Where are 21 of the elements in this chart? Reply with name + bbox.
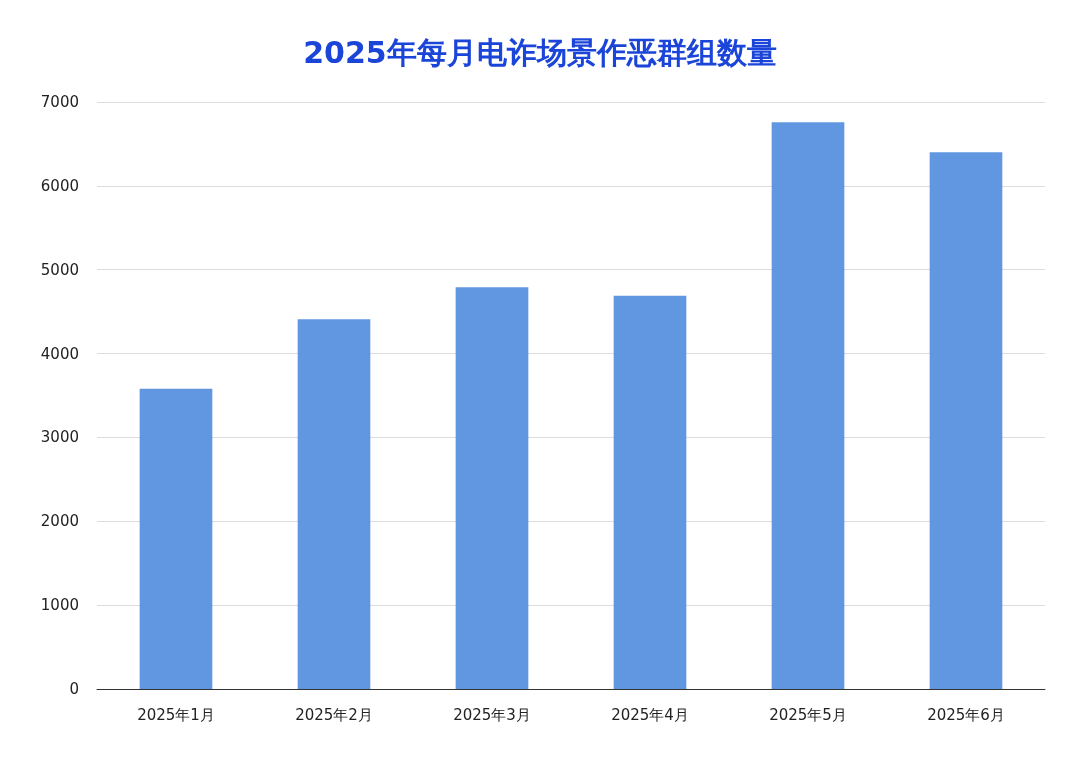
- y-tick-label: 3000: [40, 428, 79, 447]
- bar: [929, 152, 1003, 689]
- y-tick-label: 0: [69, 680, 79, 698]
- bar: [455, 287, 529, 689]
- y-tick-label: 4000: [40, 344, 79, 363]
- y-tick-label: 1000: [40, 596, 79, 615]
- y-tick-label: 5000: [40, 260, 79, 279]
- x-tick-label: 2025年4月: [611, 705, 689, 724]
- bar: [613, 295, 687, 689]
- y-tick-label: 2000: [40, 512, 79, 531]
- chart-title: 2025年每月电诈场景作恶群组数量: [303, 34, 777, 70]
- y-tick-label: 7000: [40, 93, 79, 111]
- y-tick-label: 6000: [40, 176, 79, 195]
- x-tick-label: 2025年6月: [927, 705, 1005, 724]
- x-tick-label: 2025年5月: [769, 705, 847, 724]
- x-tick-label: 2025年1月: [137, 705, 215, 724]
- bar: [297, 319, 371, 689]
- x-tick-label: 2025年2月: [295, 705, 373, 724]
- bar: [771, 122, 845, 689]
- bar: [139, 388, 213, 689]
- x-tick-label: 2025年3月: [453, 705, 531, 724]
